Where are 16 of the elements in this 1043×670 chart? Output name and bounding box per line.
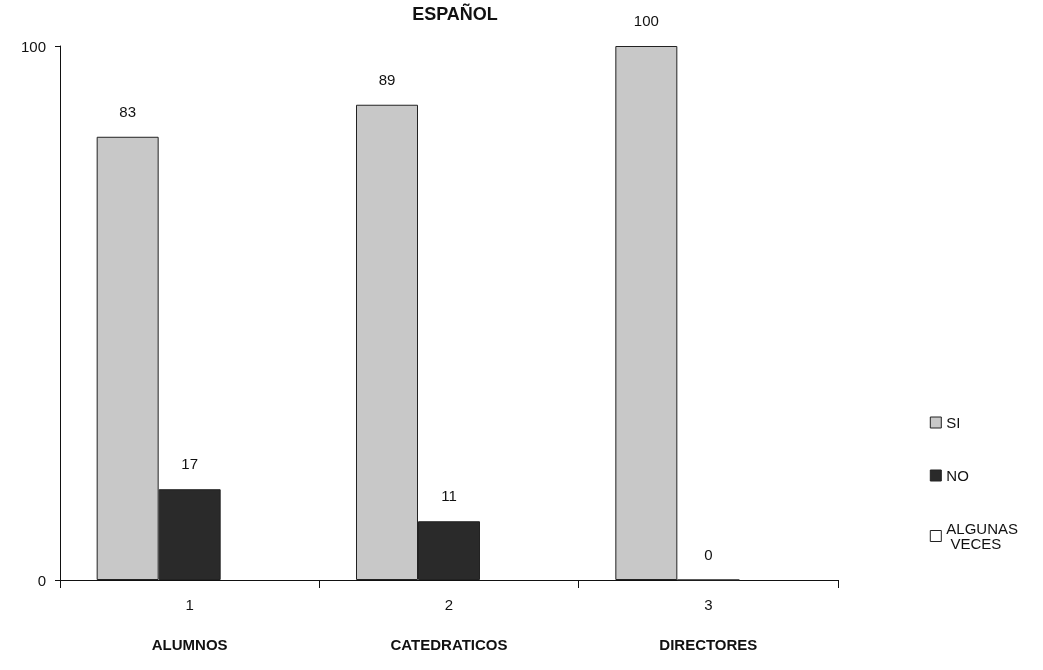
text: CATEDRATICOS [390,635,508,653]
chart-title: ESPAÑOL [412,3,498,24]
data-label: 83 [119,102,137,120]
text: ALUMNOS [151,635,228,653]
data-label: 17 [181,455,199,473]
x-tick-label: 1 [185,595,194,613]
legend-label: SI [946,414,961,431]
legend-label: ALGUNAS VECES [946,520,1019,552]
legend-label: NO [946,467,969,484]
data-label: 89 [378,70,396,88]
data-label: 100 [633,12,659,29]
data-label: 11 [441,487,457,505]
x-tick-label: 2 [444,595,454,613]
x-tick-label: 3 [704,595,713,613]
text: DIRECTORES [659,635,758,653]
data-label: 0 [704,545,713,563]
